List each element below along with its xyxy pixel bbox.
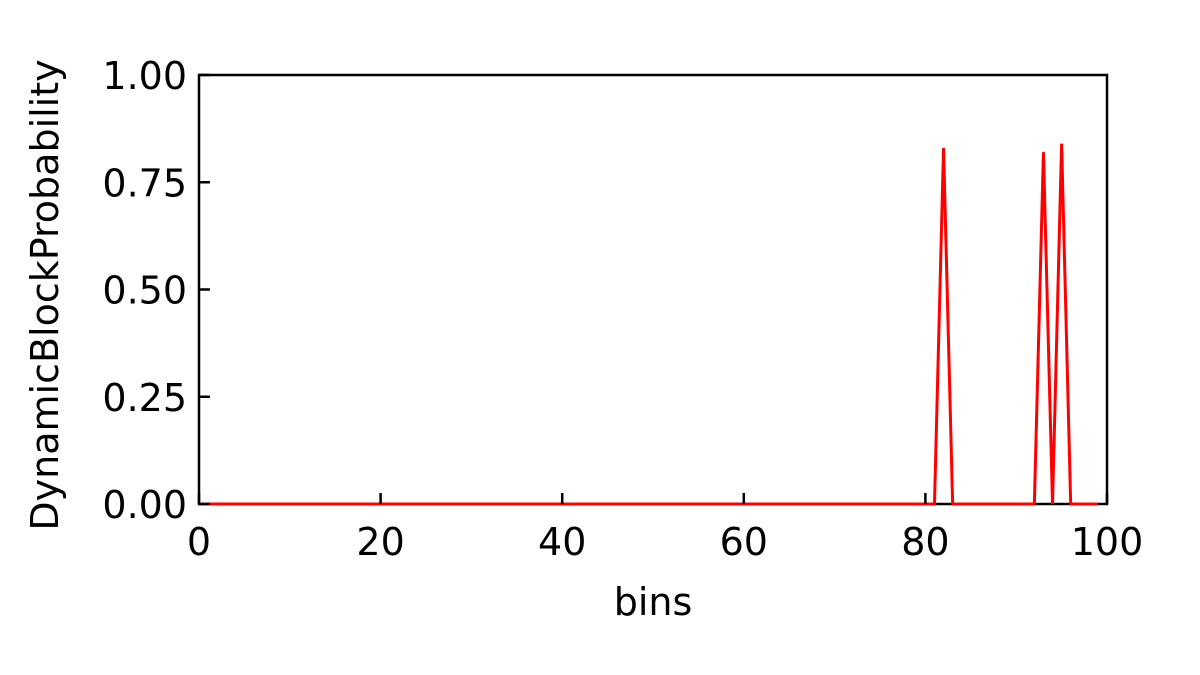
x-axis-label: bins bbox=[614, 580, 693, 624]
x-tick-label: 100 bbox=[1071, 520, 1144, 564]
series-line-0 bbox=[199, 143, 1098, 506]
x-tick-label: 80 bbox=[901, 520, 949, 564]
plot-frame bbox=[197, 73, 1109, 506]
y-tick-label: 0.50 bbox=[102, 269, 187, 313]
x-tick-label: 40 bbox=[538, 520, 586, 564]
y-axis-label: DynamicBlockProbability bbox=[23, 59, 67, 530]
series-layer bbox=[199, 143, 1098, 506]
y-tick-label: 0.75 bbox=[102, 161, 187, 205]
x-tick-label: 20 bbox=[356, 520, 404, 564]
y-tick-label: 0.25 bbox=[102, 376, 187, 420]
y-axis-ticks: 0.00 0.25 0.50 0.75 1.00 bbox=[102, 54, 210, 527]
y-tick-label: 0.00 bbox=[102, 483, 187, 527]
x-tick-label: 0 bbox=[187, 520, 211, 564]
x-tick-label: 60 bbox=[720, 520, 768, 564]
x-axis-ticks: 0 20 40 60 80 100 bbox=[187, 493, 1143, 564]
plot-area bbox=[197, 73, 1109, 506]
y-tick-label: 1.00 bbox=[102, 54, 187, 98]
